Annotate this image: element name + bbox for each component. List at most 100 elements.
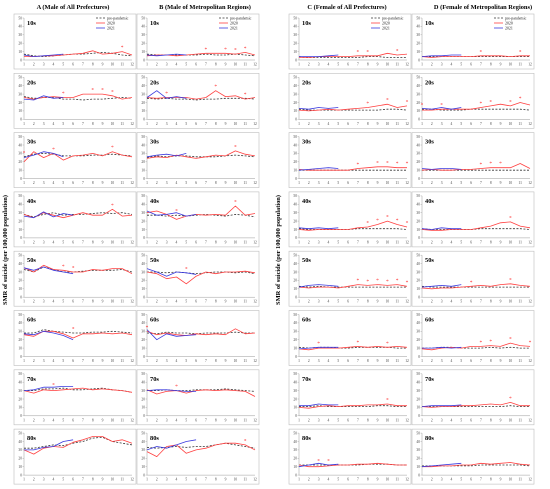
x-tick-label: 4 <box>176 359 178 363</box>
y-tick-label: 20 <box>18 338 22 342</box>
x-tick-label: 11 <box>243 63 247 67</box>
panel-age-label: 40s <box>27 198 36 205</box>
x-tick-label: 4 <box>53 418 55 422</box>
panel-age-label: 20s <box>302 79 311 86</box>
x-tick-label: 11 <box>395 478 399 482</box>
y-tick-label: 0 <box>143 177 145 181</box>
x-tick-label: 2 <box>156 122 158 126</box>
y-tick-label: 10 <box>293 50 297 54</box>
series-line-2021 <box>298 107 339 110</box>
x-tick-label: 10 <box>386 300 390 304</box>
y-tick-label: 40 <box>293 84 297 88</box>
x-tick-label: 6 <box>347 478 349 482</box>
x-tick-label: 4 <box>328 418 330 422</box>
x-tick-label: 5 <box>185 122 187 126</box>
x-tick-label: 4 <box>451 240 453 244</box>
panel-frame <box>288 132 412 188</box>
series-line-2021 <box>146 210 197 217</box>
y-tick-label: 40 <box>293 381 297 385</box>
x-tick-label: 9 <box>500 63 502 67</box>
y-tick-label: 30 <box>416 211 420 215</box>
x-tick-label: 3 <box>43 300 45 304</box>
y-tick-label: 30 <box>293 270 297 274</box>
x-tick-label: 1 <box>23 359 25 363</box>
x-tick-label: 8 <box>215 359 217 363</box>
significance-star: * <box>376 218 379 224</box>
y-tick-label: 40 <box>416 262 420 266</box>
x-tick-label: 8 <box>92 63 94 67</box>
x-tick-label: 8 <box>490 181 492 185</box>
panel-age-label: 70s <box>150 376 159 383</box>
x-tick-label: 3 <box>441 122 443 126</box>
series-line-2021 <box>23 266 74 275</box>
y-tick-label: 40 <box>416 321 420 325</box>
x-tick-label: 4 <box>53 359 55 363</box>
y-tick-label: 20 <box>141 101 145 105</box>
y-tick-label: 50 <box>141 76 145 80</box>
x-tick-label: 6 <box>72 240 74 244</box>
x-tick-label: 1 <box>146 122 148 126</box>
x-tick-label: 7 <box>205 122 207 126</box>
panel-age-label: 30s <box>150 139 159 146</box>
series-line-2021 <box>422 346 462 349</box>
x-tick-label: 9 <box>225 181 227 185</box>
x-tick-label: 7 <box>82 478 84 482</box>
x-tick-label: 1 <box>298 122 300 126</box>
x-tick-label: 6 <box>195 359 197 363</box>
y-tick-label: 10 <box>416 465 420 469</box>
x-tick-label: 2 <box>33 300 35 304</box>
series-line-2020 <box>298 166 407 171</box>
x-tick-label: 10 <box>509 300 513 304</box>
x-tick-label: 11 <box>243 240 247 244</box>
x-tick-label: 4 <box>176 478 178 482</box>
panel-age-label: 80s <box>425 435 434 442</box>
series-line-2020 <box>146 90 256 100</box>
significance-star: * <box>111 145 114 151</box>
significance-star: * <box>366 279 369 285</box>
x-tick-label: 8 <box>490 122 492 126</box>
x-tick-label: 7 <box>480 418 482 422</box>
x-tick-label: 5 <box>62 478 64 482</box>
significance-star: * <box>396 218 399 224</box>
x-tick-label: 12 <box>405 300 409 304</box>
x-tick-label: 3 <box>441 63 443 67</box>
y-tick-label: 10 <box>18 50 22 54</box>
x-tick-label: 4 <box>451 418 453 422</box>
panel-frame <box>288 191 412 248</box>
x-tick-label: 11 <box>243 300 247 304</box>
series-line-2020 <box>421 163 531 171</box>
x-tick-label: 5 <box>337 478 339 482</box>
x-tick-label: 5 <box>62 300 64 304</box>
y-tick-label: 10 <box>293 346 297 350</box>
significance-star: * <box>421 103 424 109</box>
x-tick-label: 1 <box>23 240 25 244</box>
y-tick-label: 20 <box>18 101 22 105</box>
x-tick-label: 9 <box>225 122 227 126</box>
x-tick-label: 2 <box>156 478 158 482</box>
legend-label: pre-pandemic <box>382 16 404 20</box>
panel-frame <box>13 132 137 188</box>
y-tick-label: 10 <box>141 346 145 350</box>
y-tick-label: 0 <box>143 296 145 300</box>
x-tick-label: 4 <box>176 418 178 422</box>
x-tick-label: 12 <box>130 418 134 422</box>
x-tick-label: 5 <box>337 240 339 244</box>
x-tick-label: 1 <box>298 478 300 482</box>
x-tick-label: 3 <box>441 300 443 304</box>
y-tick-label: 20 <box>416 338 420 342</box>
x-tick-label: 11 <box>518 478 522 482</box>
y-tick-label: 40 <box>293 440 297 444</box>
column-title-d: D (Female of Metropolitan Regions) <box>434 4 532 11</box>
x-tick-label: 6 <box>72 181 74 185</box>
x-tick-label: 5 <box>185 418 187 422</box>
significance-star: * <box>509 396 512 402</box>
y-tick-label: 10 <box>416 109 420 113</box>
x-tick-label: 3 <box>318 418 320 422</box>
y-tick-label: 40 <box>293 262 297 266</box>
y-tick-label: 0 <box>20 296 22 300</box>
x-tick-label: 10 <box>111 63 115 67</box>
series-line-2021 <box>421 284 462 288</box>
x-tick-label: 4 <box>328 63 330 67</box>
y-tick-label: 50 <box>416 194 420 198</box>
